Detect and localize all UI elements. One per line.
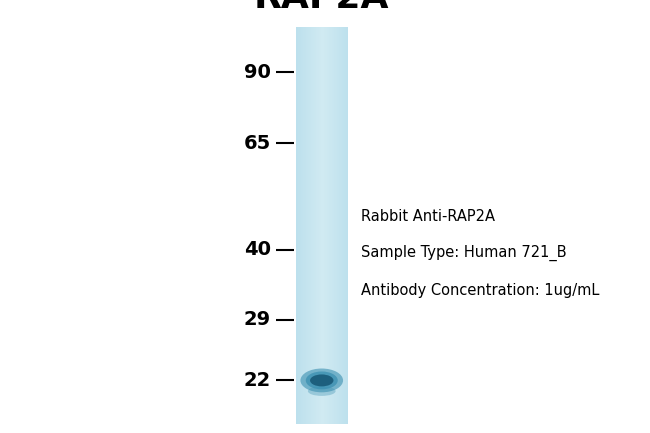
Ellipse shape: [311, 375, 332, 386]
Ellipse shape: [306, 372, 338, 389]
Text: 29: 29: [244, 310, 271, 330]
Ellipse shape: [308, 386, 335, 396]
Text: Sample Type: Human 721_B: Sample Type: Human 721_B: [361, 245, 566, 262]
Ellipse shape: [300, 368, 343, 392]
Text: Antibody Concentration: 1ug/mL: Antibody Concentration: 1ug/mL: [361, 283, 599, 297]
Text: Rabbit Anti-RAP2A: Rabbit Anti-RAP2A: [361, 209, 495, 224]
Text: 40: 40: [244, 240, 271, 259]
Text: 65: 65: [244, 134, 271, 153]
Ellipse shape: [310, 375, 333, 386]
Text: 90: 90: [244, 62, 271, 81]
Text: RAP2A: RAP2A: [254, 0, 389, 15]
Text: 22: 22: [244, 371, 271, 390]
